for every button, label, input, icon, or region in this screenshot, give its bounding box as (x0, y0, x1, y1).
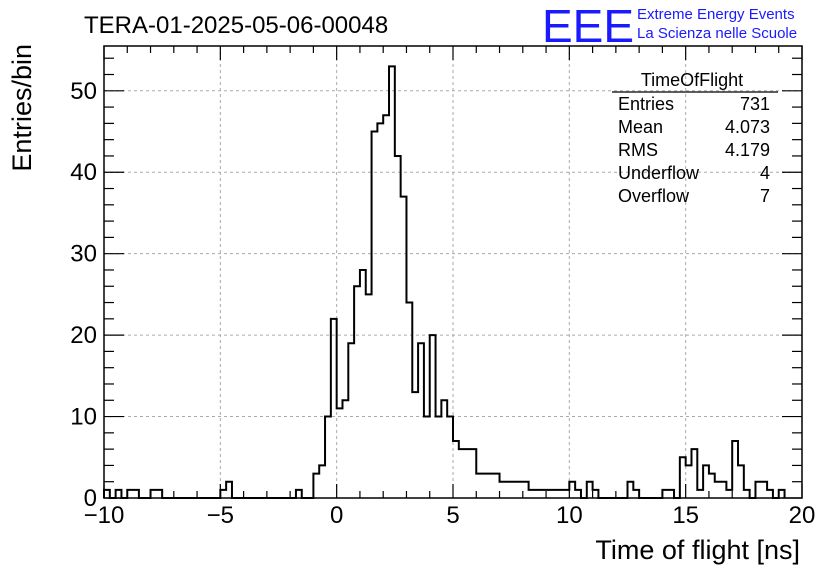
y-tick-labels: 0 10 20 30 40 50 (70, 78, 97, 512)
histogram-bin (500, 482, 506, 498)
histogram-bin (476, 474, 482, 498)
histogram-bin (360, 270, 366, 498)
histogram-bin (540, 490, 546, 498)
histogram-bin (552, 490, 558, 498)
histogram-bin (564, 490, 570, 498)
histogram-bin (424, 417, 430, 498)
histogram-bin (505, 482, 511, 498)
histogram-bin (715, 482, 721, 498)
logo-line-2: La Scienza nelle Scuole (637, 25, 797, 42)
x-tick-label: 15 (672, 502, 699, 529)
histogram-bin (465, 449, 471, 498)
stats-row-mean: Mean 4.073 (618, 117, 770, 137)
x-tick-label: −5 (207, 502, 234, 529)
histogram-bin (558, 490, 564, 498)
histogram-bin (517, 482, 523, 498)
x-tick-label: 5 (446, 502, 459, 529)
histogram-bin (366, 294, 372, 498)
histogram-bin (511, 482, 517, 498)
stats-title: TimeOfFlight (641, 70, 743, 90)
histogram-bin (686, 465, 692, 498)
histogram-bin (459, 449, 465, 498)
stats-row-overflow: Overflow 7 (618, 186, 770, 206)
x-axis-label: Time of flight [ns] (595, 535, 800, 565)
histogram-series (103, 65, 786, 499)
x-tick-label: 0 (330, 502, 343, 529)
stats-value: 7 (760, 186, 770, 206)
logo-mark: EEE (542, 0, 634, 52)
stats-label: Underflow (618, 163, 700, 183)
x-tick-label: −10 (84, 502, 125, 529)
y-tick-label: 50 (70, 78, 97, 105)
y-tick-label: 40 (70, 159, 97, 186)
y-tick-label: 30 (70, 241, 97, 268)
x-tick-label: 20 (789, 502, 816, 529)
stats-value: 4 (760, 163, 770, 183)
logo-line-1: Extreme Energy Events (637, 6, 795, 23)
stats-value: 4.179 (725, 140, 770, 160)
stats-label: Entries (618, 94, 674, 114)
stats-row-rms: RMS 4.179 (618, 140, 770, 160)
histogram-bin (488, 474, 494, 498)
x-tick-labels: −10 −5 0 5 10 15 20 (84, 502, 816, 529)
histogram-bin (337, 408, 343, 498)
y-tick-label: 0 (84, 485, 97, 512)
histogram-bin (546, 490, 552, 498)
histogram-outline (103, 65, 786, 499)
histogram-bin (377, 123, 383, 498)
stats-row-underflow: Underflow 4 (618, 163, 770, 183)
chart-title: TERA-01-2025-05-06-00048 (84, 12, 388, 39)
y-tick-label: 20 (70, 322, 97, 349)
stats-value: 4.073 (725, 117, 770, 137)
histogram-bin (412, 392, 418, 498)
histogram-bin (529, 490, 535, 498)
histogram-bin (395, 156, 401, 498)
y-axis-label: Entries/bin (7, 44, 37, 172)
stats-label: RMS (618, 140, 658, 160)
y-tick-label: 10 (70, 404, 97, 431)
stats-box: TimeOfFlight Entries 731 Mean 4.073 RMS … (612, 70, 778, 206)
histogram-bin (482, 474, 488, 498)
histogram-bin (726, 490, 732, 498)
stats-label: Overflow (618, 186, 690, 206)
stats-label: Mean (618, 117, 663, 137)
eee-logo: EEE Extreme Energy Events La Scienza nel… (542, 0, 797, 52)
histogram-bin (534, 490, 540, 498)
plot-frame (103, 45, 803, 499)
stats-value: 731 (740, 94, 770, 114)
stats-row-entries: Entries 731 (618, 94, 770, 114)
histogram-bin (342, 400, 348, 498)
x-tick-label: 10 (556, 502, 583, 529)
histogram-bin (436, 417, 442, 498)
histogram-bin (697, 490, 703, 498)
